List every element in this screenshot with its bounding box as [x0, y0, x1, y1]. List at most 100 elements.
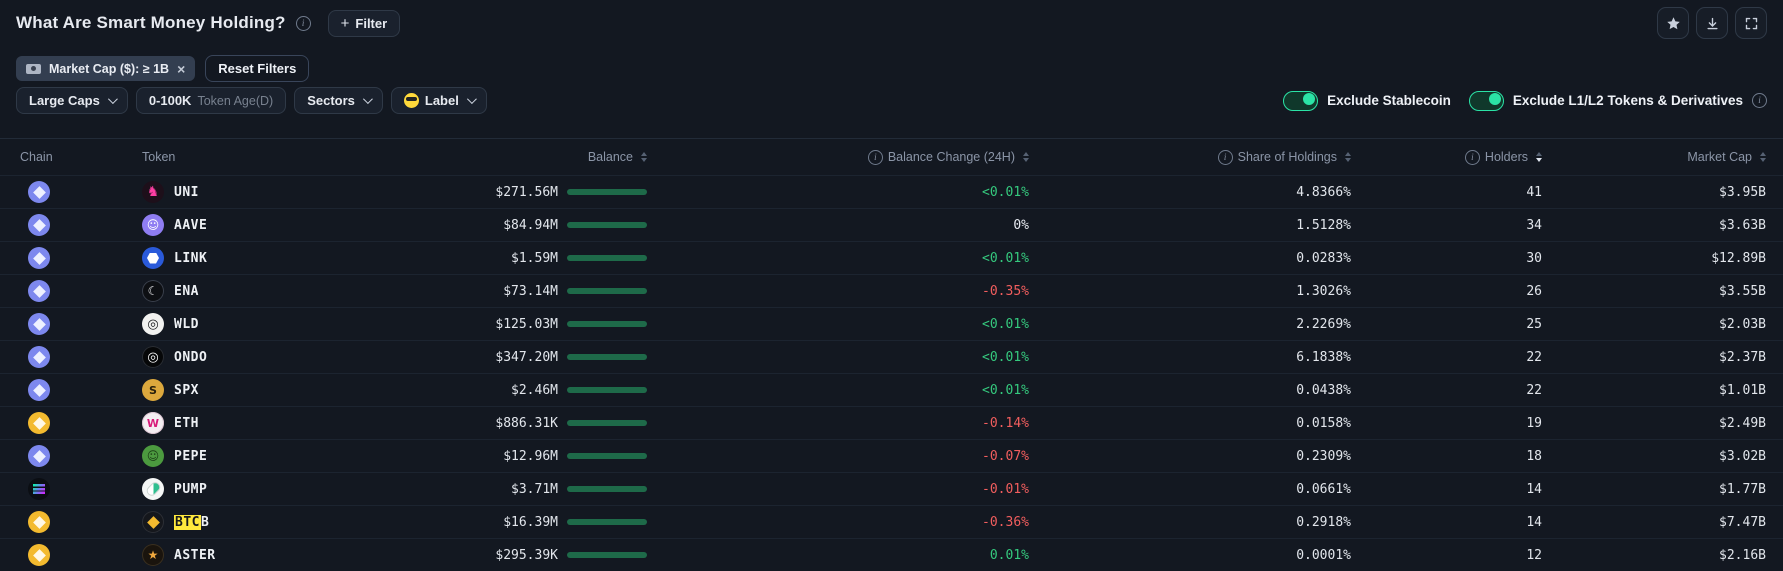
column-header-balance-change[interactable]: i Balance Change (24H): [647, 149, 1029, 165]
exclude-stablecoin-label: Exclude Stablecoin: [1327, 93, 1451, 108]
share-of-holdings-value: 0.0158%: [1296, 415, 1351, 431]
chain-icon-ethereum: [28, 280, 50, 302]
balance-value: $84.94M: [503, 217, 558, 233]
filter-chip-label: Market Cap ($): ≥ 1B: [49, 61, 170, 76]
balance-change-value: <0.01%: [982, 316, 1029, 332]
market-cap-filter-chip[interactable]: Market Cap ($): ≥ 1B ×: [16, 56, 196, 81]
holders-value: 30: [1526, 250, 1542, 266]
market-cap-value: $12.89B: [1711, 250, 1766, 266]
toggle-switch-on[interactable]: [1283, 90, 1319, 111]
sort-icon: [641, 151, 647, 163]
sort-icon: [1760, 151, 1766, 163]
exclude-stablecoin-toggle[interactable]: Exclude Stablecoin: [1283, 90, 1451, 111]
sort-icon: [1345, 151, 1351, 163]
token-name: SPX: [174, 382, 199, 398]
share-of-holdings-value: 0.2309%: [1296, 448, 1351, 464]
toggle-switch-on[interactable]: [1468, 90, 1504, 111]
share-of-holdings-value: 0.0438%: [1296, 382, 1351, 398]
balance-change-value: <0.01%: [982, 250, 1029, 266]
sectors-dropdown[interactable]: Sectors: [294, 87, 383, 114]
token-age-value: 0-100K: [148, 93, 192, 108]
panel-actions: [1657, 7, 1767, 39]
table-row[interactable]: ★ ASTER $295.39K 0.01% 0.0001% 12 $2.16B: [0, 538, 1783, 571]
share-of-holdings-value: 2.2269%: [1296, 316, 1351, 332]
title-info-icon[interactable]: i: [295, 15, 311, 31]
token-name: ONDO: [174, 349, 208, 365]
token-icon-spx: S: [142, 379, 164, 401]
chain-icon-bnb: [28, 544, 50, 566]
market-cap-value: $3.95B: [1719, 184, 1766, 200]
table-row[interactable]: ◎ ONDO $347.20M <0.01% 6.1838% 22 $2.37B: [0, 340, 1783, 373]
chain-icon-ethereum: [28, 181, 50, 203]
market-cap-value: $2.16B: [1719, 547, 1766, 563]
table-row[interactable]: ☺ AAVE $84.94M 0% 1.5128% 34 $3.63B: [0, 208, 1783, 241]
balance-change-info-icon[interactable]: i: [867, 149, 883, 165]
token-name: PEPE: [174, 448, 208, 464]
balance-change-value: <0.01%: [982, 349, 1029, 365]
token-age-dropdown[interactable]: 0-100K Token Age(D): [135, 87, 287, 114]
share-info-icon[interactable]: i: [1217, 149, 1233, 165]
balance-bar: [567, 453, 647, 459]
token-icon-link: [142, 247, 164, 269]
table-row[interactable]: ☾ ENA $73.14M -0.35% 1.3026% 26 $3.55B: [0, 274, 1783, 307]
controls-row: Large Caps 0-100K Token Age(D) Sectors L…: [0, 87, 1783, 114]
share-of-holdings-value: 6.1838%: [1296, 349, 1351, 365]
filter-button-label: Filter: [355, 15, 388, 31]
chain-icon-ethereum: [28, 313, 50, 335]
table-row[interactable]: ◎ WLD $125.03M <0.01% 2.2269% 25 $2.03B: [0, 307, 1783, 340]
table-row[interactable]: W ETH $886.31K -0.14% 0.0158% 19 $2.49B: [0, 406, 1783, 439]
column-header-holders[interactable]: i Holders: [1351, 149, 1542, 165]
market-cap-size-dropdown[interactable]: Large Caps: [16, 87, 128, 114]
market-cap-value: $3.02B: [1719, 448, 1766, 464]
add-filter-button[interactable]: + Filter: [327, 9, 401, 37]
balance-bar: [567, 255, 647, 261]
token-icon-pepe: ☺: [142, 445, 164, 467]
reset-filters-button[interactable]: Reset Filters: [205, 55, 310, 82]
balance-change-value: -0.07%: [982, 448, 1029, 464]
token-name: UNI: [174, 184, 199, 200]
column-header-market-cap[interactable]: Market Cap: [1542, 150, 1766, 164]
holders-value: 22: [1526, 382, 1542, 398]
column-header-chain: Chain: [20, 150, 53, 164]
l1l2-info-icon[interactable]: i: [1752, 93, 1767, 108]
fullscreen-button[interactable]: [1735, 7, 1767, 39]
exclude-l1l2-toggle[interactable]: Exclude L1/L2 Tokens & Derivatives i: [1468, 90, 1767, 111]
balance-bar: [567, 354, 647, 360]
balance-bar: [567, 288, 647, 294]
column-header-share-of-holdings[interactable]: i Share of Holdings: [1029, 149, 1351, 165]
chain-icon-ethereum: [28, 379, 50, 401]
favorite-button[interactable]: [1657, 7, 1689, 39]
remove-filter-icon[interactable]: ×: [177, 60, 186, 77]
balance-change-value: <0.01%: [982, 382, 1029, 398]
table-row[interactable]: PUMP $3.71M -0.01% 0.0661% 14 $1.77B: [0, 472, 1783, 505]
table-row[interactable]: ♞ UNI $271.56M <0.01% 4.8366% 41 $3.95B: [0, 175, 1783, 208]
chain-icon-ethereum: [28, 247, 50, 269]
balance-value: $347.20M: [495, 349, 558, 365]
column-header-balance[interactable]: Balance: [417, 150, 647, 164]
balance-bar: [567, 552, 647, 558]
balance-bar: [567, 519, 647, 525]
table-row[interactable]: S SPX $2.46M <0.01% 0.0438% 22 $1.01B: [0, 373, 1783, 406]
market-cap-value: $1.01B: [1719, 382, 1766, 398]
share-of-holdings-value: 1.5128%: [1296, 217, 1351, 233]
token-icon-ena: ☾: [142, 280, 164, 302]
page-title: What Are Smart Money Holding?: [16, 13, 286, 32]
sort-icon: [1023, 151, 1029, 163]
balance-change-value: 0.01%: [989, 547, 1029, 563]
market-cap-value: $3.63B: [1719, 217, 1766, 233]
balance-value: $3.71M: [511, 481, 558, 497]
table-row[interactable]: LINK $1.59M <0.01% 0.0283% 30 $12.89B: [0, 241, 1783, 274]
holders-info-icon[interactable]: i: [1464, 149, 1480, 165]
table-row[interactable]: BTCB $16.39M -0.36% 0.2918% 14 $7.47B: [0, 505, 1783, 538]
balance-change-value: <0.01%: [982, 184, 1029, 200]
download-button[interactable]: [1696, 7, 1728, 39]
token-icon-uni: ♞: [142, 181, 164, 203]
chain-icon-bnb: [28, 511, 50, 533]
table-header-row: Chain Token Balance i Balance Change (24…: [0, 139, 1783, 175]
token-name: PUMP: [174, 481, 208, 497]
holders-value: 14: [1526, 481, 1542, 497]
chain-icon-solana: [28, 478, 50, 500]
balance-value: $2.46M: [511, 382, 558, 398]
table-row[interactable]: ☺ PEPE $12.96M -0.07% 0.2309% 18 $3.02B: [0, 439, 1783, 472]
label-dropdown[interactable]: Label: [390, 87, 487, 114]
